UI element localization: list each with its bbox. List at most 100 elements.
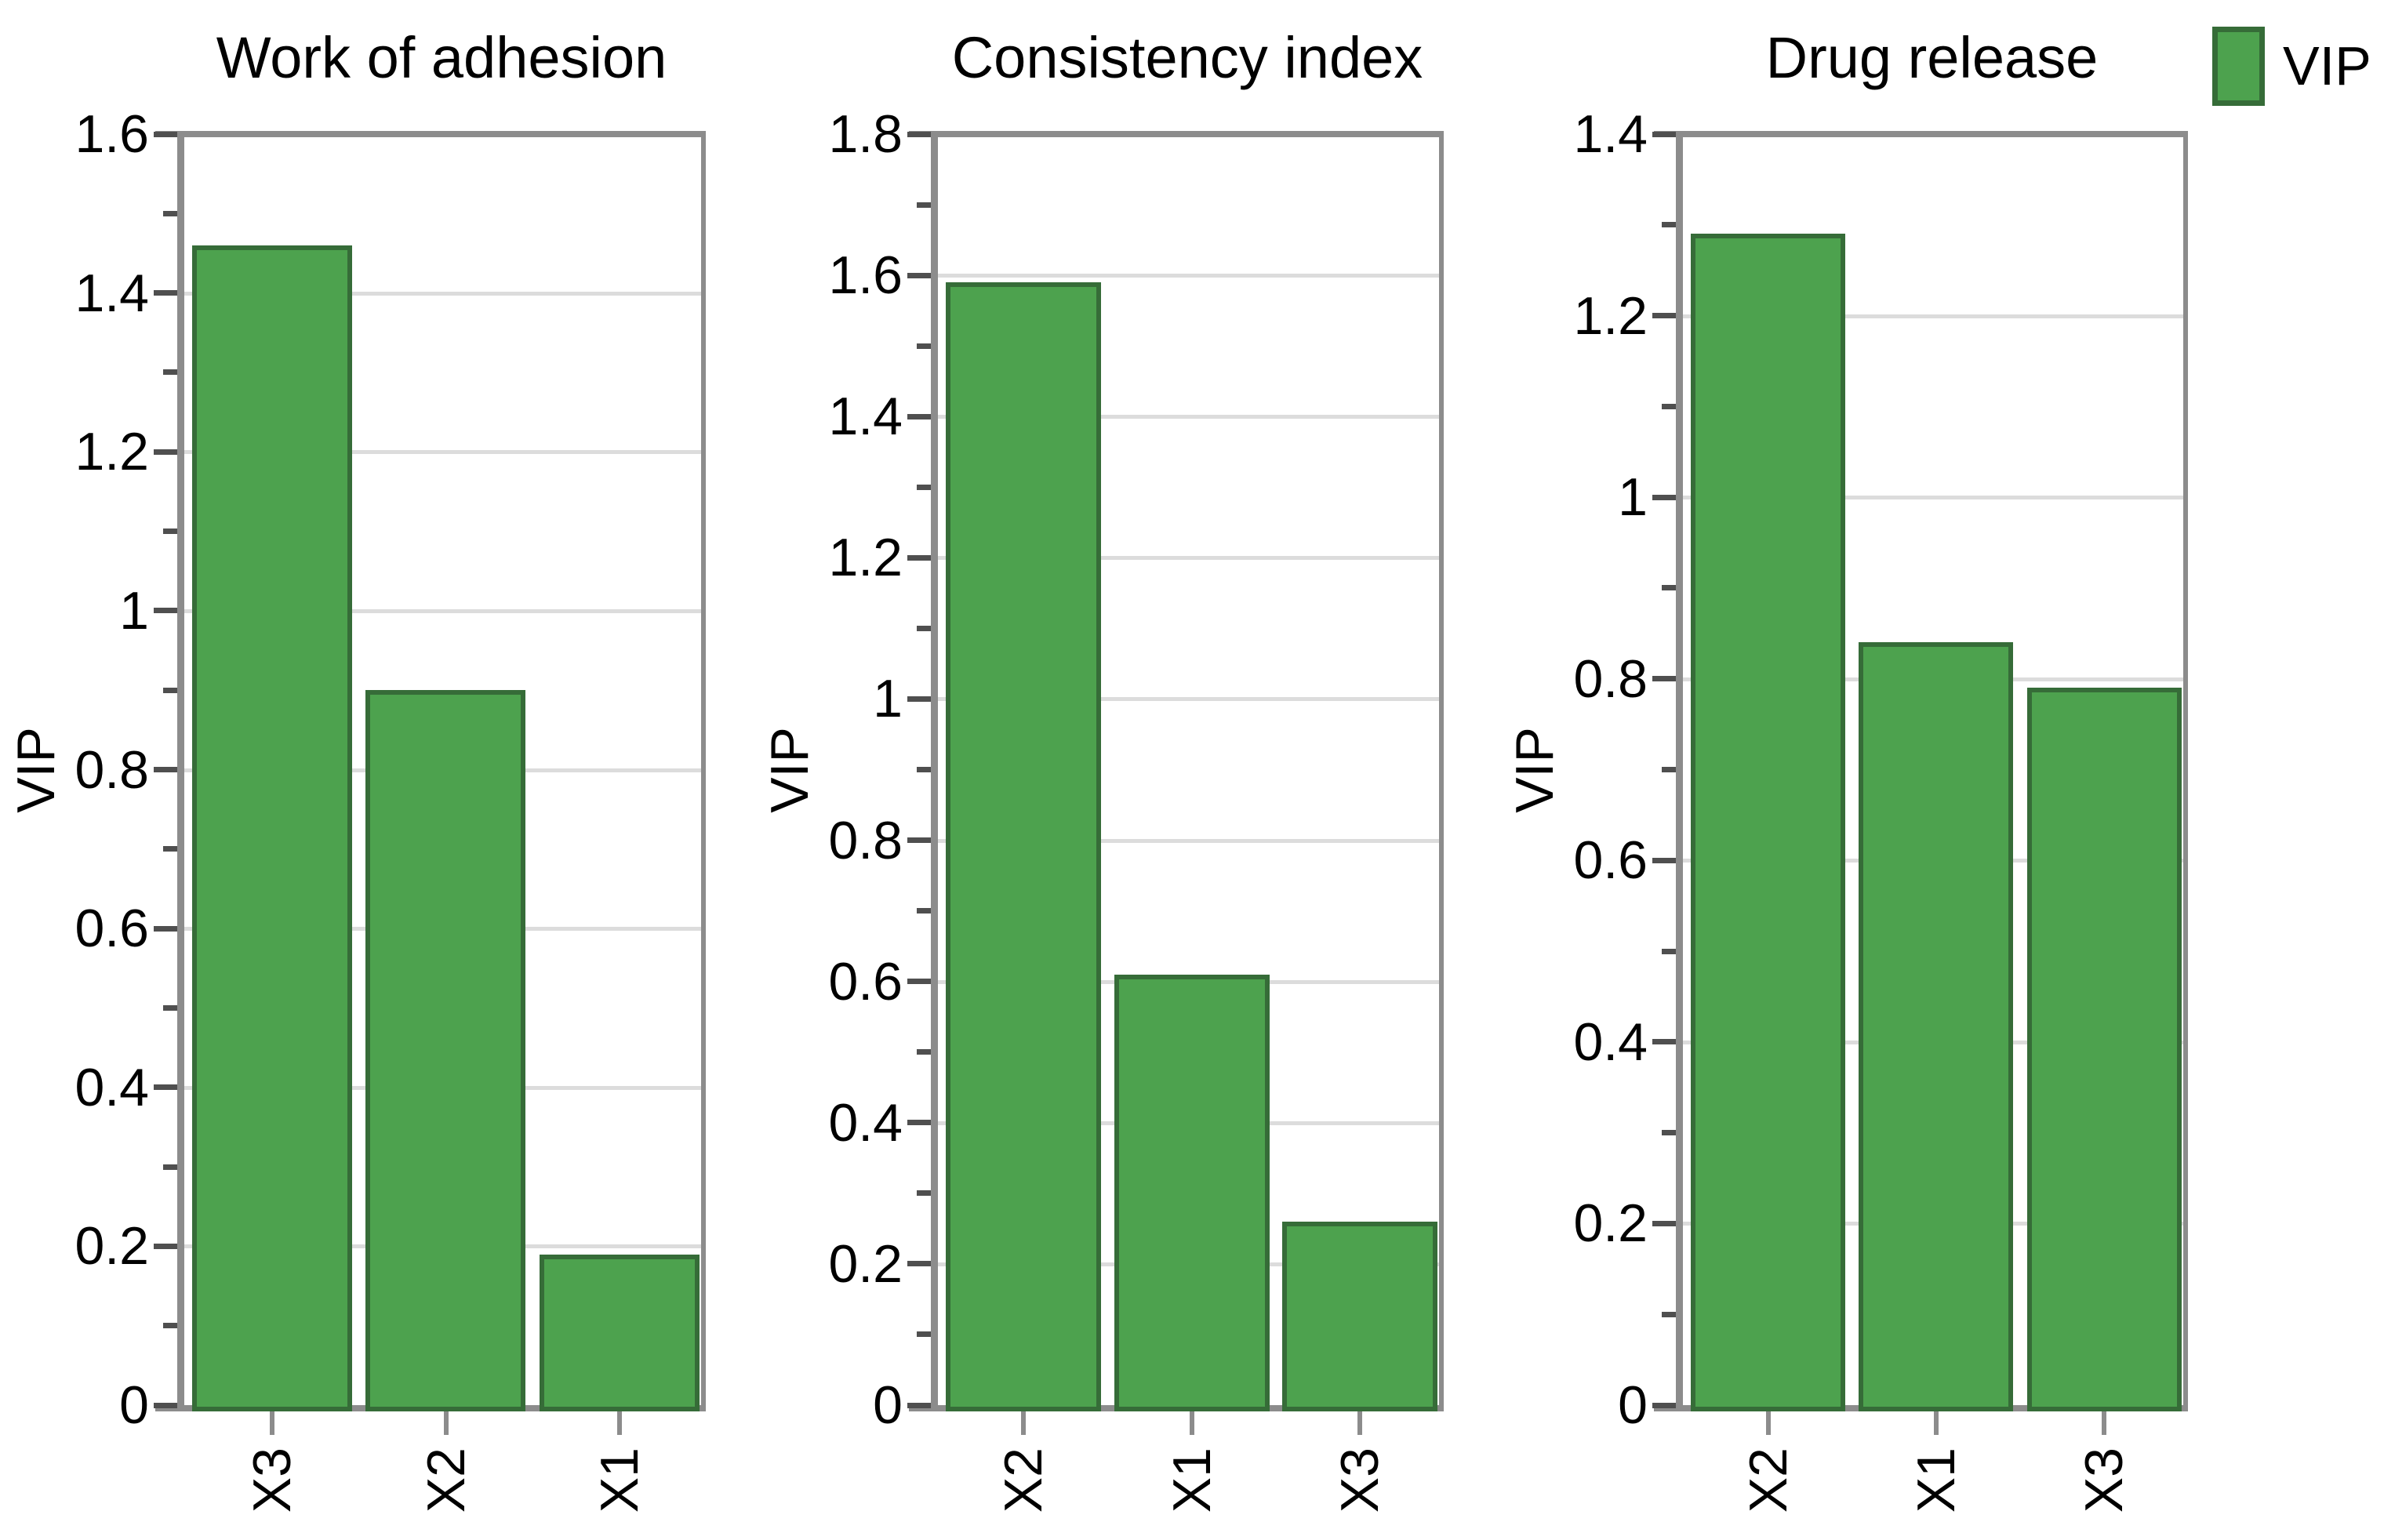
x-tick bbox=[1020, 1411, 1026, 1435]
y-axis-line bbox=[1676, 131, 1683, 1411]
y-minor-tick bbox=[917, 767, 931, 772]
y-tick-label: 1 bbox=[873, 669, 903, 729]
y-major-tick bbox=[1652, 1220, 1676, 1226]
y-minor-tick bbox=[917, 343, 931, 349]
gridline bbox=[938, 556, 1444, 561]
y-tick-label: 0.2 bbox=[1573, 1193, 1648, 1254]
plot-frame-top bbox=[1654, 131, 2188, 137]
y-tick-label: 1.4 bbox=[828, 387, 903, 447]
gridline bbox=[184, 291, 706, 296]
x-tick-label: X3 bbox=[242, 1447, 303, 1513]
y-major-tick bbox=[154, 1084, 177, 1091]
gridline bbox=[938, 415, 1444, 420]
y-tick-label: 0 bbox=[1618, 1375, 1648, 1435]
y-major-tick bbox=[1652, 131, 1676, 137]
y-tick-label: 0.6 bbox=[828, 951, 903, 1012]
y-major-tick bbox=[1652, 494, 1676, 500]
y-major-tick bbox=[907, 1402, 931, 1408]
y-tick-label: 0.6 bbox=[1573, 830, 1648, 891]
chart-title: Drug release bbox=[1765, 25, 2099, 90]
plot-frame-top bbox=[155, 131, 706, 137]
y-major-tick bbox=[1652, 313, 1676, 319]
x-tick bbox=[2102, 1411, 2107, 1435]
plot-frame-top bbox=[909, 131, 1444, 137]
gridline bbox=[938, 274, 1444, 278]
y-axis-line bbox=[177, 131, 184, 1411]
y-minor-tick bbox=[163, 210, 177, 216]
y-tick-label: 0.2 bbox=[74, 1216, 149, 1277]
y-minor-tick bbox=[1662, 403, 1676, 409]
y-tick-label: 0 bbox=[119, 1375, 149, 1435]
y-minor-tick bbox=[163, 1164, 177, 1170]
y-tick-label: 0.4 bbox=[828, 1092, 903, 1153]
gridline bbox=[184, 608, 706, 613]
x-tick-label: X1 bbox=[1906, 1447, 1966, 1513]
bar-X1 bbox=[539, 1254, 700, 1411]
y-major-tick bbox=[907, 696, 931, 702]
x-tick bbox=[616, 1411, 622, 1435]
y-tick-label: 1.2 bbox=[1573, 285, 1648, 346]
y-major-tick bbox=[154, 925, 177, 932]
y-major-tick bbox=[907, 413, 931, 420]
y-tick-label: 1.6 bbox=[74, 104, 149, 164]
y-major-tick bbox=[154, 608, 177, 614]
y-minor-tick bbox=[917, 1190, 931, 1197]
y-major-tick bbox=[154, 131, 177, 137]
x-tick bbox=[1765, 1411, 1771, 1435]
plot-frame-right bbox=[701, 131, 706, 1411]
y-major-tick bbox=[907, 979, 931, 985]
bar-X3 bbox=[1282, 1221, 1438, 1411]
y-major-tick bbox=[154, 1402, 177, 1408]
y-major-tick bbox=[1652, 676, 1676, 682]
y-minor-tick bbox=[1662, 222, 1676, 228]
bar-X2 bbox=[1691, 234, 1845, 1411]
y-tick-label: 1.4 bbox=[1573, 104, 1648, 164]
y-tick-label: 0.8 bbox=[74, 739, 149, 800]
y-tick-label: 0 bbox=[873, 1375, 903, 1435]
y-major-tick bbox=[154, 449, 177, 455]
x-tick bbox=[1189, 1411, 1194, 1435]
y-major-tick bbox=[1652, 857, 1676, 863]
y-minor-tick bbox=[163, 1323, 177, 1329]
y-minor-tick bbox=[1662, 1130, 1676, 1136]
x-tick-label: X2 bbox=[1738, 1447, 1798, 1513]
y-tick-label: 0.4 bbox=[74, 1057, 149, 1117]
y-minor-tick bbox=[1662, 767, 1676, 772]
gridline bbox=[1683, 496, 2188, 500]
x-tick-label: X3 bbox=[1330, 1447, 1390, 1513]
y-tick-label: 0.8 bbox=[828, 810, 903, 870]
y-major-tick bbox=[907, 1261, 931, 1267]
legend-label: VIP bbox=[2283, 35, 2371, 96]
bar-X3 bbox=[192, 245, 352, 1411]
y-major-tick bbox=[1652, 1402, 1676, 1408]
y-minor-tick bbox=[1662, 948, 1676, 954]
plot-frame-right bbox=[2183, 131, 2188, 1411]
bar-X1 bbox=[1859, 642, 2014, 1411]
y-minor-tick bbox=[163, 369, 177, 376]
bar-X2 bbox=[946, 282, 1101, 1411]
gridline bbox=[184, 450, 706, 455]
y-major-tick bbox=[1652, 1039, 1676, 1045]
y-axis-label: VIP bbox=[1505, 726, 1564, 813]
bar-X2 bbox=[365, 690, 526, 1411]
chart-title: Work of adhesion bbox=[216, 25, 667, 90]
x-tick-label: X1 bbox=[1161, 1447, 1222, 1513]
y-tick-label: 1 bbox=[119, 580, 149, 641]
y-minor-tick bbox=[917, 1331, 931, 1338]
y-minor-tick bbox=[917, 908, 931, 914]
y-axis-label: VIP bbox=[760, 726, 820, 813]
y-major-tick bbox=[907, 1120, 931, 1126]
y-tick-label: 0.6 bbox=[74, 899, 149, 959]
y-major-tick bbox=[154, 767, 177, 772]
y-minor-tick bbox=[917, 625, 931, 631]
y-minor-tick bbox=[917, 1049, 931, 1055]
y-major-tick bbox=[907, 554, 931, 561]
y-minor-tick bbox=[163, 528, 177, 535]
gridline bbox=[938, 697, 1444, 702]
x-tick bbox=[443, 1411, 449, 1435]
y-axis-line bbox=[931, 131, 938, 1411]
y-major-tick bbox=[907, 131, 931, 137]
bar-X3 bbox=[2026, 688, 2182, 1411]
y-major-tick bbox=[154, 1243, 177, 1249]
